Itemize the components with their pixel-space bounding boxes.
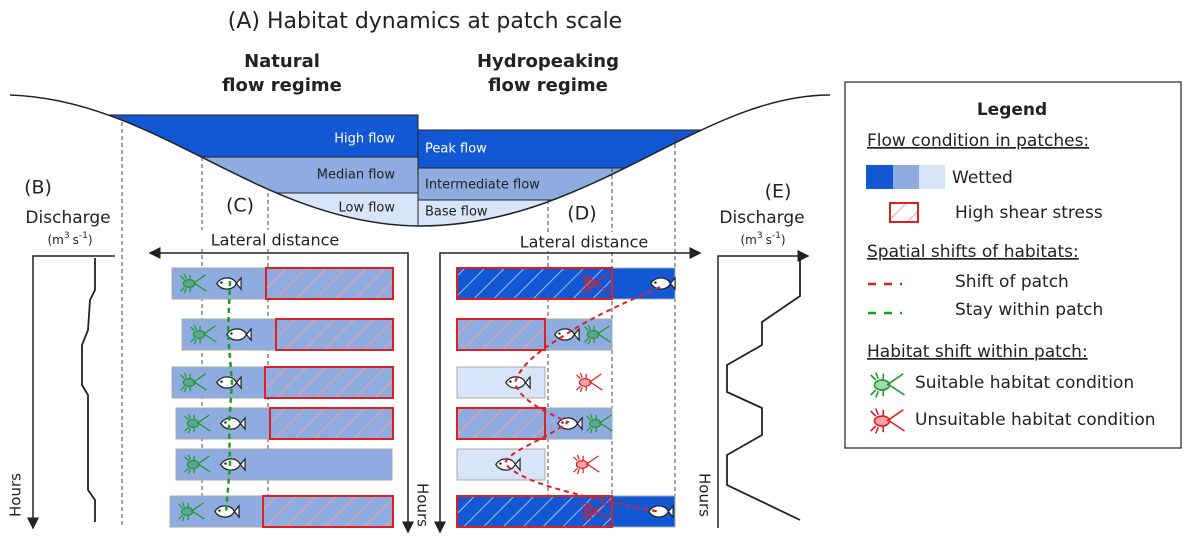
axis-label: Lateral distance: [211, 231, 340, 250]
level-label: Intermediate flow: [425, 178, 540, 193]
level-label: Low flow: [338, 201, 395, 216]
legend-item: Suitable habitat condition: [915, 373, 1134, 393]
regime: flow regime: [488, 75, 608, 96]
axis-label: Lateral distance: [520, 233, 649, 252]
patch: [457, 367, 545, 398]
level-label: Median flow: [317, 168, 396, 183]
axis-label: Hours: [7, 473, 25, 517]
level-label: High flow: [334, 132, 395, 147]
regime: Hydropeaking: [477, 51, 619, 72]
shear-patch: [270, 408, 393, 439]
axis-label: Discharge: [719, 208, 804, 228]
axis-label: Hours: [696, 473, 714, 517]
shear-patch: [457, 319, 545, 350]
legend-item: Unsuitable habitat condition: [915, 410, 1156, 430]
legend-item: Shift of patch: [955, 272, 1069, 292]
shear-patch: [276, 319, 393, 350]
legend-item: High shear stress: [955, 203, 1103, 223]
legend-heading: Habitat shift within patch:: [867, 342, 1088, 362]
regime: flow regime: [222, 75, 342, 96]
regime: Natural: [244, 51, 320, 72]
axis-label: Hours: [414, 483, 432, 527]
level-label: Base flow: [425, 205, 488, 220]
shear-patch: [265, 367, 393, 398]
level-label: Peak flow: [425, 142, 487, 157]
legend-title: Legend: [977, 100, 1047, 120]
diagram: (A) Habitat dynamics at patch scale Natu…: [0, 0, 1190, 536]
panel-label: (B): [24, 177, 52, 199]
shear-patch: [263, 496, 393, 527]
legend-heading: Spatial shifts of habitats:: [867, 242, 1079, 262]
legend: Legend Flow condition in patches: Wetted…: [845, 82, 1181, 448]
shear-patch: [266, 268, 393, 299]
panel-label: (E): [765, 181, 792, 203]
panel-label: (D): [567, 203, 596, 225]
axis-label: Discharge: [25, 208, 110, 228]
bug: [577, 373, 603, 392]
shear-patch: [457, 408, 545, 439]
legend-item: Stay within patch: [955, 300, 1103, 320]
water: [100, 115, 718, 233]
legend-item: Wetted: [952, 168, 1013, 188]
legend-heading: Flow condition in patches:: [867, 131, 1089, 151]
panel-label: (C): [226, 195, 254, 217]
title: (A) Habitat dynamics at patch scale: [228, 9, 622, 34]
patch: [176, 449, 392, 480]
bug: [574, 455, 600, 474]
